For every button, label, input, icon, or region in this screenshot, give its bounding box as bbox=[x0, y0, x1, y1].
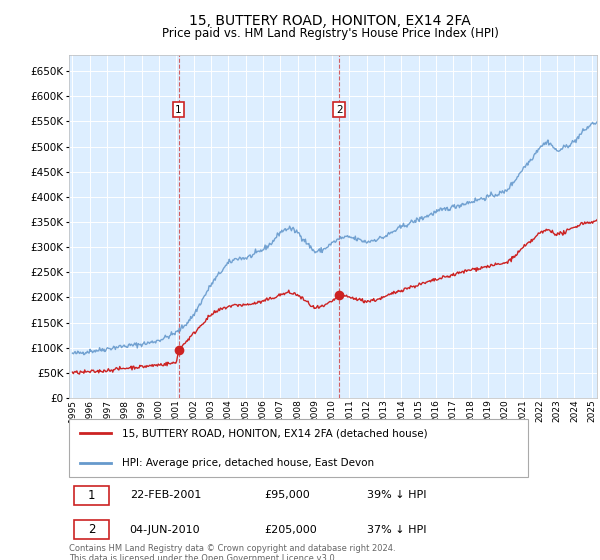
Text: 1: 1 bbox=[175, 105, 182, 115]
Text: 1: 1 bbox=[88, 489, 95, 502]
Text: 04-JUN-2010: 04-JUN-2010 bbox=[130, 525, 200, 535]
Text: £95,000: £95,000 bbox=[265, 491, 310, 501]
Text: HPI: Average price, detached house, East Devon: HPI: Average price, detached house, East… bbox=[122, 458, 374, 468]
FancyBboxPatch shape bbox=[69, 419, 529, 477]
Text: 2: 2 bbox=[336, 105, 343, 115]
Text: Price paid vs. HM Land Registry's House Price Index (HPI): Price paid vs. HM Land Registry's House … bbox=[161, 27, 499, 40]
Text: 15, BUTTERY ROAD, HONITON, EX14 2FA: 15, BUTTERY ROAD, HONITON, EX14 2FA bbox=[189, 14, 471, 28]
Text: 37% ↓ HPI: 37% ↓ HPI bbox=[367, 525, 427, 535]
Text: 22-FEB-2001: 22-FEB-2001 bbox=[130, 491, 201, 501]
FancyBboxPatch shape bbox=[74, 520, 109, 539]
Text: 15, BUTTERY ROAD, HONITON, EX14 2FA (detached house): 15, BUTTERY ROAD, HONITON, EX14 2FA (det… bbox=[122, 428, 427, 438]
FancyBboxPatch shape bbox=[74, 486, 109, 505]
Text: £205,000: £205,000 bbox=[265, 525, 317, 535]
Text: Contains HM Land Registry data © Crown copyright and database right 2024.
This d: Contains HM Land Registry data © Crown c… bbox=[69, 544, 395, 560]
Text: 2: 2 bbox=[88, 523, 95, 536]
Text: 39% ↓ HPI: 39% ↓ HPI bbox=[367, 491, 427, 501]
